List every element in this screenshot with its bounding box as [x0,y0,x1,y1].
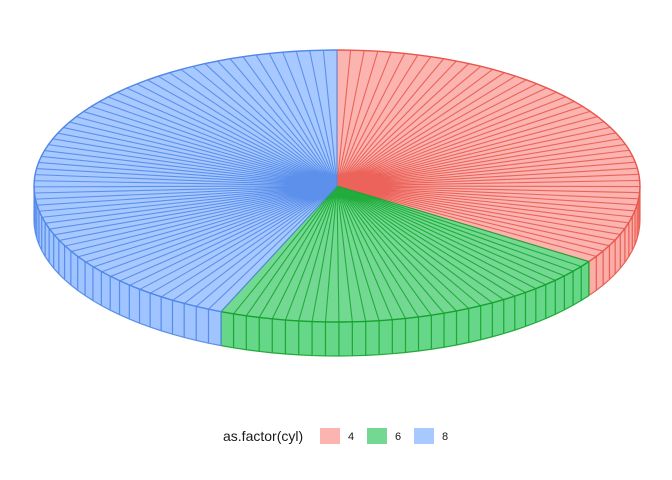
pie-wall-8 [34,186,222,346]
pie-slice-rim-6 [220,260,590,323]
pie-slice-rim-8 [33,49,338,313]
legend-label-4: 4 [348,431,354,443]
pie-slice-rim-4 [336,49,641,263]
legend-item-6: 6 [367,428,401,444]
legend-swatch-4 [320,428,340,444]
pie-wall-facets-6 [220,261,590,357]
pie-wall-facets-8 [33,186,222,347]
legend-label-6: 6 [395,431,401,443]
pie-slice-facets-6 [220,185,590,323]
pie-top-faces [33,49,641,323]
pie-layer [33,49,641,357]
legend: as.factor(cyl) 4 6 8 [223,428,448,444]
legend-title: as.factor(cyl) [223,428,303,444]
legend-items: 4 6 8 [320,428,448,444]
legend-label-8: 8 [442,431,448,443]
legend-swatch-6 [367,428,387,444]
legend-item-8: 8 [414,428,448,444]
pie-slice-facets-8 [34,50,338,313]
legend-swatch-8 [414,428,434,444]
legend-item-4: 4 [320,428,354,444]
pie-wall-6 [221,261,589,356]
